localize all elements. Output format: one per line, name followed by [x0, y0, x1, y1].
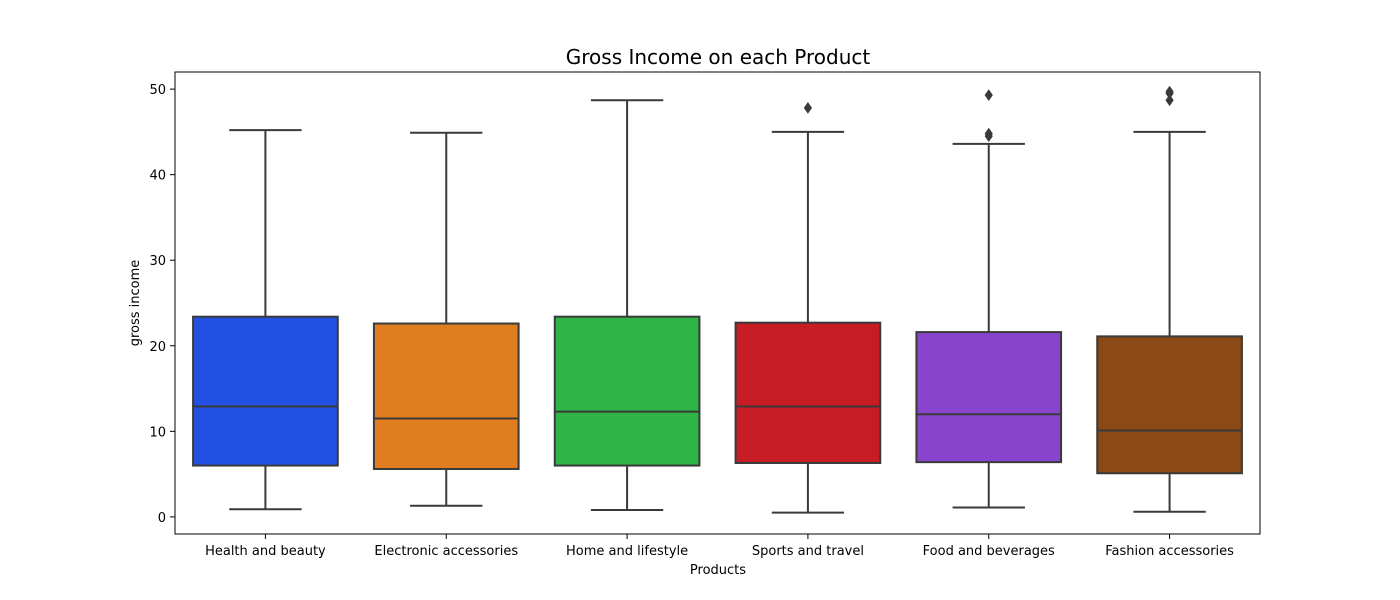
x-tick-label: Home and lifestyle [566, 544, 688, 559]
y-tick-label: 0 [158, 511, 166, 526]
x-tick-label: Sports and travel [752, 544, 864, 559]
x-tick-label: Fashion accessories [1105, 544, 1234, 559]
outlier-point [1165, 85, 1174, 98]
y-tick-label: 10 [149, 425, 166, 440]
iqr-box [192, 315, 339, 467]
outlier-point [984, 127, 993, 140]
outlier-point [803, 102, 813, 114]
plot-frame [174, 71, 1261, 535]
y-tick-label: 50 [149, 83, 166, 98]
iqr-box [734, 321, 882, 464]
chart-title: Gross Income on each Product [566, 45, 871, 69]
x-axis-label: Products [690, 563, 746, 578]
iqr-box [1096, 335, 1243, 475]
y-tick-label: 20 [149, 340, 166, 355]
iqr-box [372, 322, 520, 470]
x-tick-label: Food and beverages [923, 544, 1055, 559]
y-tick-label: 40 [149, 169, 166, 184]
outlier-point [984, 89, 993, 101]
x-tick-label: Health and beauty [205, 544, 326, 559]
iqr-box [915, 331, 1063, 464]
outlier-point [1165, 94, 1174, 107]
plot-area: 0 10 20 30 40 50 Health and beauty Electronic a… [149, 71, 1261, 559]
y-tick-label: 30 [149, 254, 166, 269]
y-axis-label: gross income [128, 260, 143, 347]
x-tick-label: Electronic accessories [374, 544, 518, 559]
iqr-box [553, 315, 701, 467]
